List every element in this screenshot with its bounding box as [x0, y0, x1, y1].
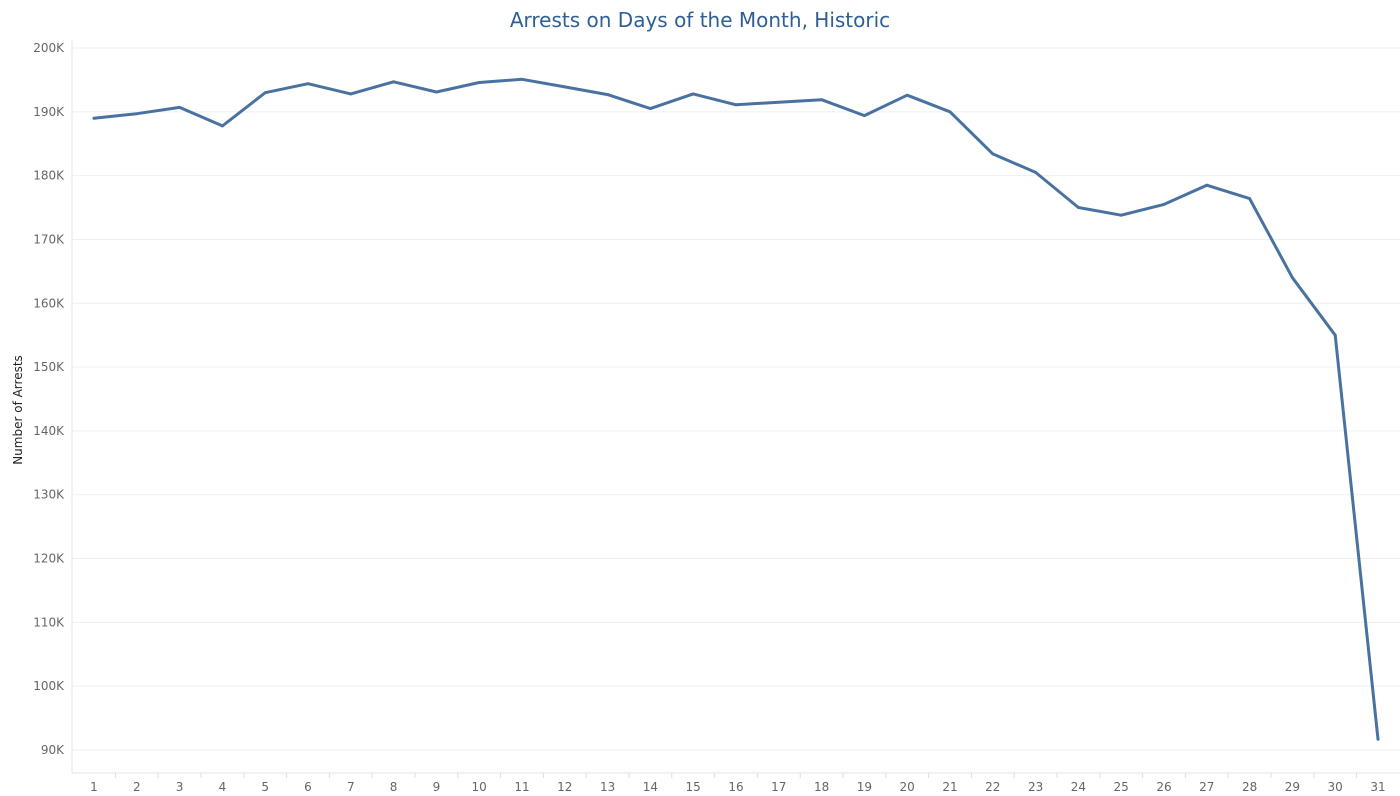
x-tick-label: 9: [433, 780, 441, 794]
data-point[interactable]: [135, 112, 139, 116]
data-point[interactable]: [991, 152, 995, 156]
x-tick-label: 7: [347, 780, 355, 794]
data-point[interactable]: [221, 124, 224, 128]
x-tick-label: 29: [1285, 780, 1300, 794]
x-tick-label: 28: [1242, 780, 1257, 794]
data-point[interactable]: [948, 110, 952, 114]
x-tick-label: 25: [1114, 780, 1129, 794]
data-point[interactable]: [349, 92, 353, 96]
data-point[interactable]: [1333, 333, 1337, 337]
data-point[interactable]: [1119, 213, 1123, 217]
x-tick-label: 10: [472, 780, 487, 794]
y-tick-label: 100K: [33, 679, 65, 693]
y-tick-label: 140K: [33, 424, 65, 438]
data-point[interactable]: [863, 114, 866, 118]
y-tick-label: 170K: [33, 232, 65, 246]
data-point[interactable]: [691, 92, 695, 96]
data-point[interactable]: [1205, 183, 1209, 187]
x-tick-label: 6: [304, 780, 312, 794]
x-tick-label: 30: [1328, 780, 1343, 794]
data-point[interactable]: [520, 77, 524, 81]
x-tick-label: 13: [600, 780, 615, 794]
data-point[interactable]: [477, 81, 481, 84]
y-tick-label: 90K: [41, 743, 65, 757]
x-tick-label: 24: [1071, 780, 1086, 794]
x-tick-label: 21: [942, 780, 957, 794]
y-tick-label: 150K: [33, 360, 65, 374]
x-tick-label: 23: [1028, 780, 1043, 794]
x-tick-label: 4: [219, 780, 227, 794]
data-point[interactable]: [1376, 737, 1380, 741]
x-tick-label: 17: [771, 780, 786, 794]
data-point[interactable]: [1077, 206, 1080, 209]
y-tick-label: 190K: [33, 105, 65, 119]
x-tick-label: 1: [90, 780, 98, 794]
data-point[interactable]: [178, 105, 182, 109]
data-point[interactable]: [905, 93, 909, 97]
data-point[interactable]: [734, 103, 738, 107]
data-point[interactable]: [820, 98, 823, 102]
data-point[interactable]: [563, 85, 567, 89]
x-tick-label: 22: [985, 780, 1000, 794]
y-tick-label: 120K: [33, 552, 65, 566]
chart-title: Arrests on Days of the Month, Historic: [509, 8, 891, 32]
x-tick-label: 19: [857, 780, 872, 794]
x-tick-label: 3: [176, 780, 184, 794]
x-tick-label: 2: [133, 780, 141, 794]
data-point[interactable]: [1162, 202, 1166, 206]
y-axis-ticks: 90K 100K 110K 120K 130K 140K 150K 160K 170K 180K 1…: [33, 41, 65, 757]
data-point[interactable]: [1248, 197, 1251, 201]
y-tick-label: 130K: [33, 488, 65, 502]
y-tick-label: 200K: [33, 41, 65, 55]
x-tick-label: 11: [514, 780, 529, 794]
data-point[interactable]: [263, 91, 267, 95]
x-tick-label: 31: [1370, 780, 1385, 794]
x-tick-label: 12: [557, 780, 572, 794]
x-tick-label: 5: [261, 780, 269, 794]
data-point[interactable]: [435, 90, 438, 94]
y-tick-label: 180K: [33, 169, 65, 183]
data-point[interactable]: [1034, 171, 1037, 174]
data-point[interactable]: [1291, 276, 1294, 280]
data-point[interactable]: [306, 82, 310, 86]
x-axis-ticks: 1 2 3 4 5 6 7 8 9 10 11 12 13 14 15 16 17 18 19 20 21 22 23 24 2…: [90, 773, 1386, 794]
series-layer: [92, 77, 1380, 741]
x-tick-label: 8: [390, 780, 398, 794]
x-tick-label: 26: [1156, 780, 1171, 794]
x-tick-label: 18: [814, 780, 829, 794]
data-point[interactable]: [92, 116, 96, 120]
data-point[interactable]: [606, 93, 609, 96]
x-tick-label: 14: [643, 780, 658, 794]
data-point[interactable]: [777, 100, 781, 104]
series-line: [92, 77, 1380, 741]
gridlines: [71, 40, 1400, 774]
x-tick-label: 27: [1199, 780, 1214, 794]
data-point[interactable]: [392, 80, 395, 84]
y-tick-label: 110K: [33, 615, 65, 629]
data-point[interactable]: [649, 107, 652, 111]
x-tick-label: 20: [900, 780, 915, 794]
x-tick-label: 16: [728, 780, 743, 794]
y-tick-label: 160K: [33, 296, 65, 310]
x-tick-label: 15: [686, 780, 701, 794]
